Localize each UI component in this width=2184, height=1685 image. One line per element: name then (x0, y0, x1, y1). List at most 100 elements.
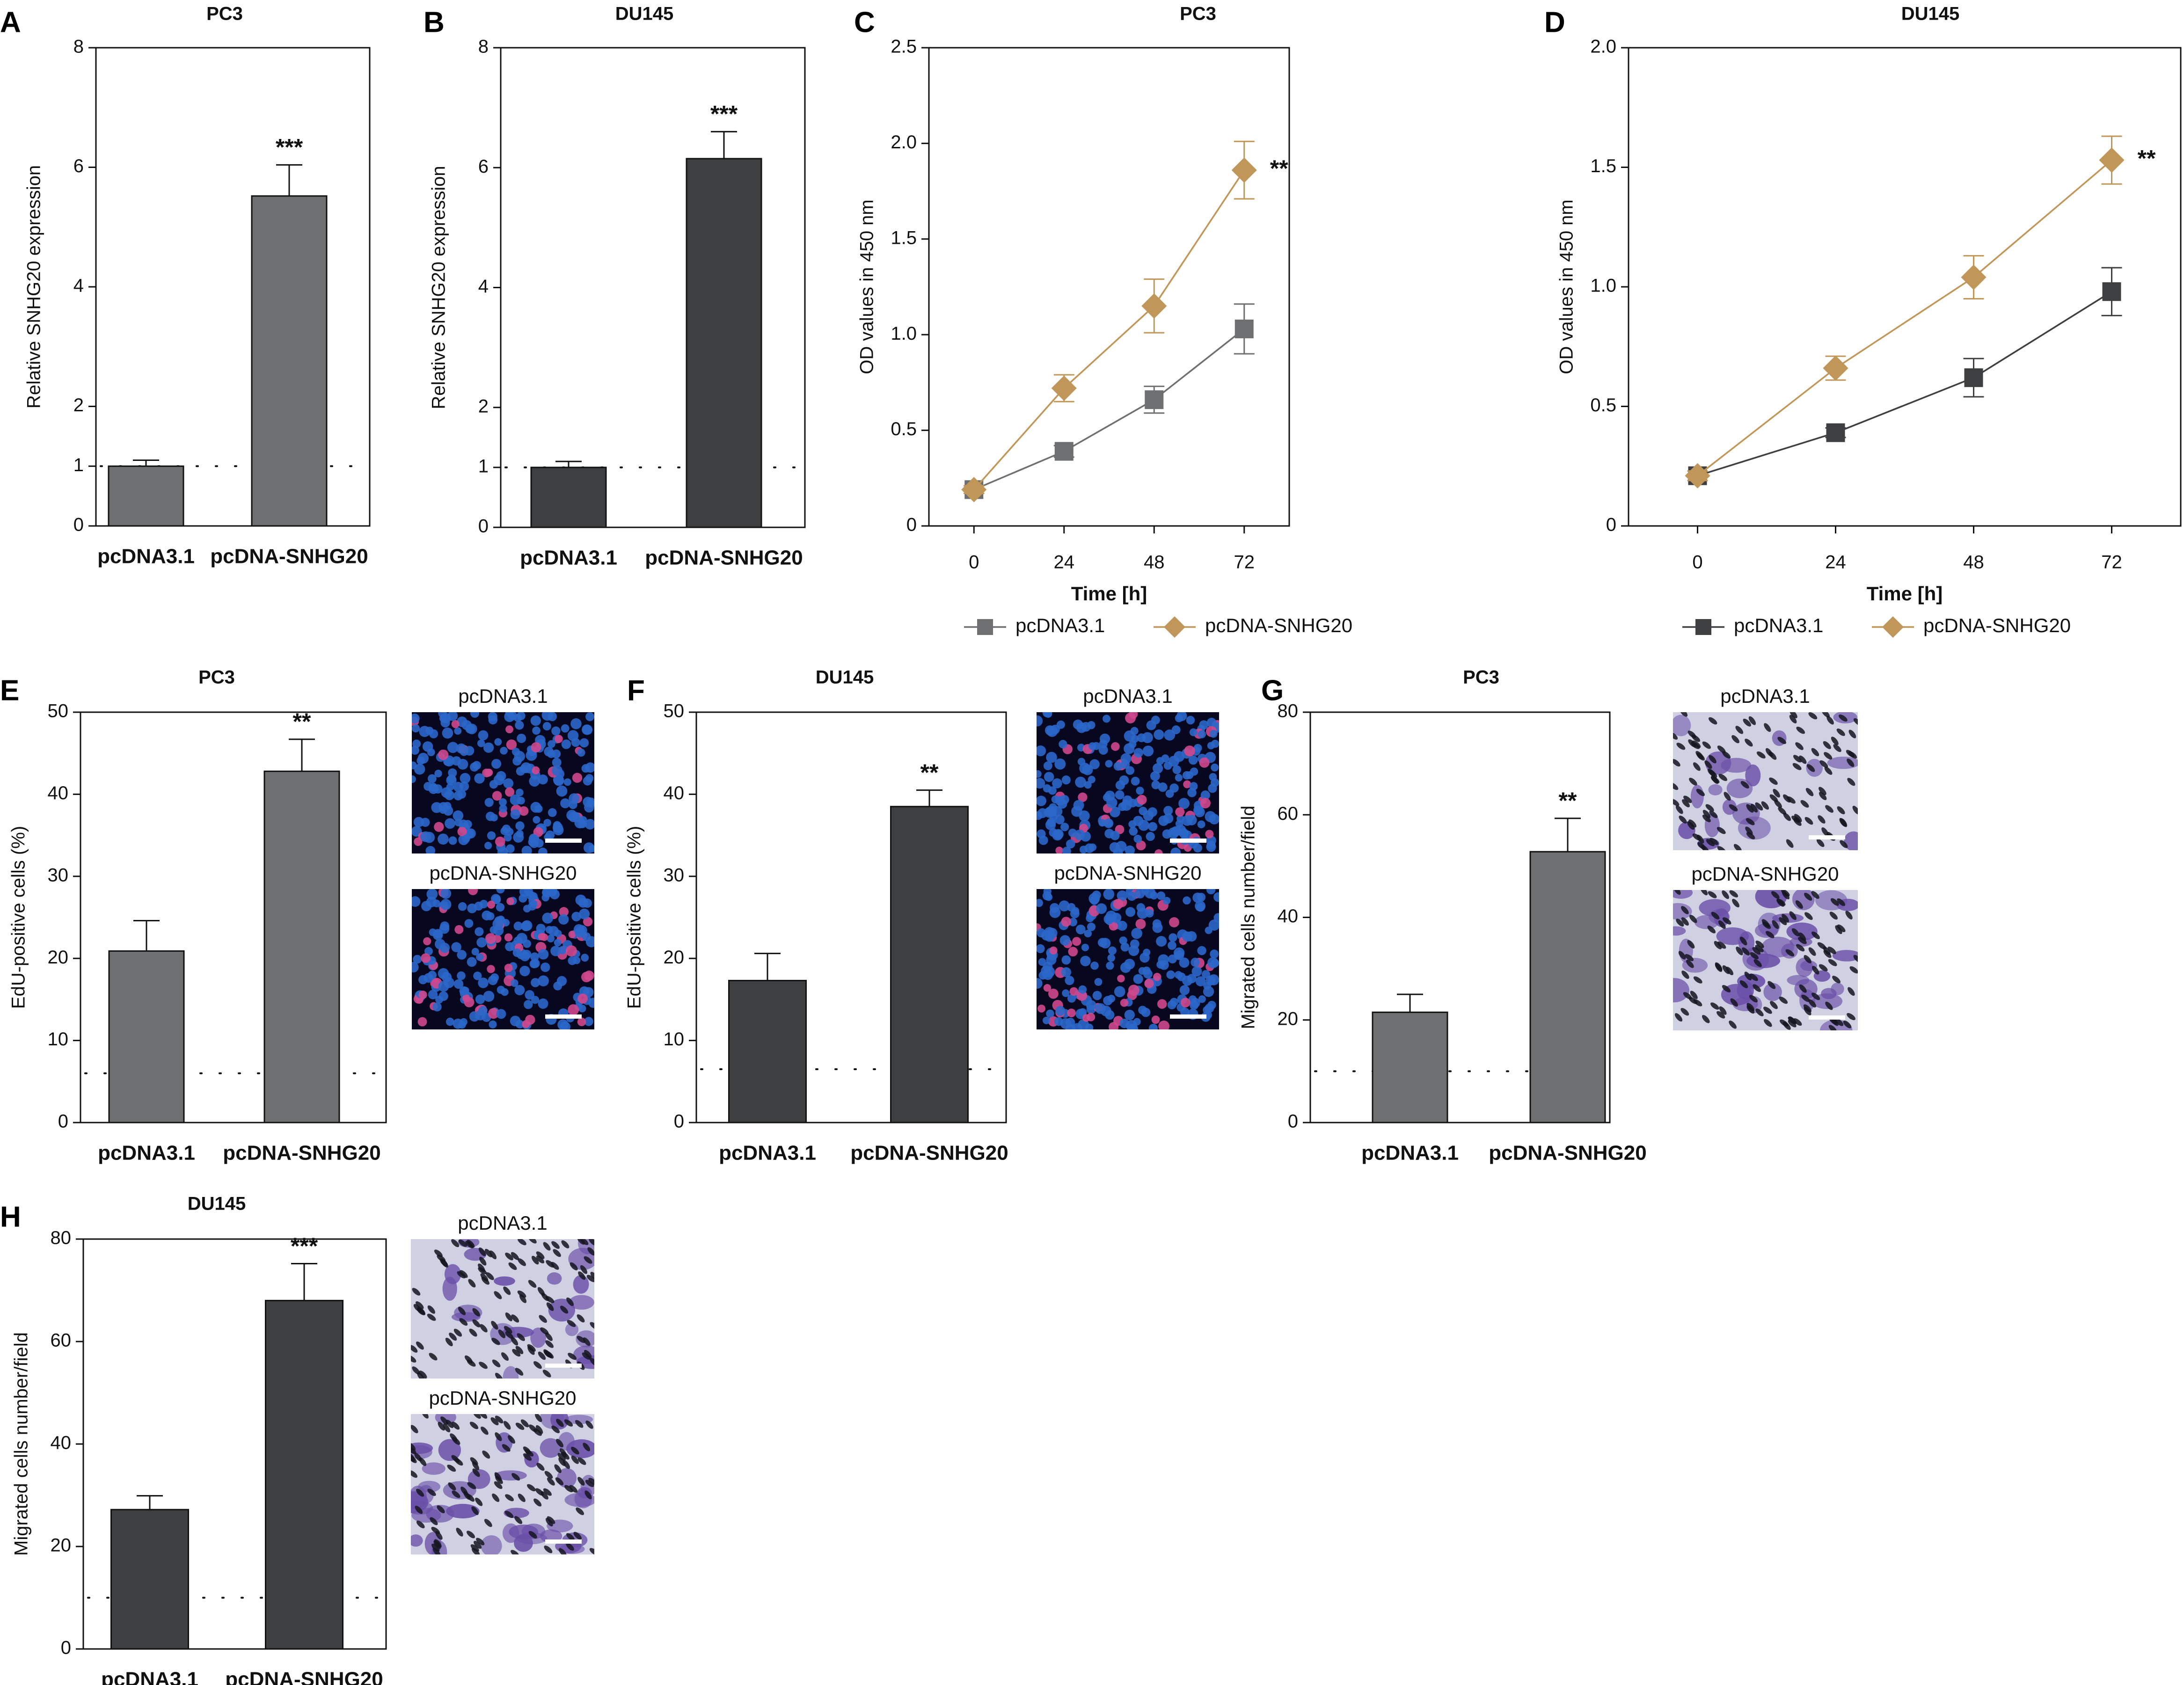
nucleus (1037, 808, 1048, 818)
series-line (973, 169, 1245, 490)
membrane-pore (584, 1349, 592, 1358)
membrane-pore (520, 1419, 529, 1428)
nucleus (477, 739, 485, 747)
migrated-cell (1806, 759, 1823, 777)
data-point (2102, 282, 2121, 301)
nucleus (458, 902, 467, 911)
membrane-pore (1687, 730, 1696, 738)
edu-positive-cell (505, 787, 515, 797)
nucleus (1092, 991, 1102, 1000)
micrograph-label: pcDNA-SNHG20 (429, 862, 577, 884)
membrane-pore (1801, 994, 1810, 1002)
membrane-pore (1683, 992, 1692, 999)
membrane-pore (469, 1328, 477, 1337)
nucleus (524, 1000, 533, 1009)
membrane-pore (472, 1468, 480, 1477)
membrane-pore (566, 1543, 574, 1551)
membrane-pore (511, 1252, 519, 1260)
membrane-pore (1745, 738, 1753, 747)
membrane-pore (547, 1516, 555, 1524)
edu-positive-cell (541, 934, 548, 941)
nucleus (1048, 786, 1057, 795)
membrane-pore (527, 1484, 536, 1492)
scale-bar (1809, 835, 1845, 839)
membrane-pore (449, 1332, 457, 1341)
membrane-pore (1828, 959, 1837, 966)
bar-pcdna3-1 (108, 950, 185, 1123)
membrane-pore (1673, 732, 1678, 740)
nucleus (1168, 941, 1176, 950)
scale-bar (1809, 1015, 1845, 1020)
y-tick-label: 50 (664, 701, 685, 722)
membrane-pore (1837, 898, 1846, 906)
nucleus (483, 742, 494, 753)
membrane-pore (1711, 912, 1720, 919)
bar-pcdna-snhg20 (890, 806, 969, 1123)
nucleus (476, 953, 484, 961)
membrane-pore (439, 1258, 448, 1267)
membrane-pore (556, 1438, 563, 1448)
nucleus (588, 998, 594, 1008)
membrane-pore (566, 1533, 575, 1541)
nucleus (1075, 776, 1086, 788)
membrane-pore (471, 1506, 479, 1515)
nucleus (1055, 796, 1065, 806)
membrane-pore (1750, 803, 1758, 813)
nucleus (543, 819, 551, 827)
membrane-pore (472, 1461, 480, 1470)
nucleus (556, 976, 567, 986)
membrane-pore (427, 1305, 435, 1314)
membrane-pore (511, 1337, 519, 1346)
chart-title: PC3 (1180, 4, 1216, 24)
nucleus (584, 1017, 593, 1026)
edu-positive-cell (1078, 792, 1088, 802)
membrane-pore (1804, 892, 1812, 901)
migrated-cell (494, 1276, 515, 1286)
membrane-pore (453, 1328, 462, 1337)
nucleus (514, 985, 525, 996)
y-tick-label: 2 (73, 395, 84, 416)
membrane-pore (1777, 737, 1786, 744)
y-tick-label: 4 (73, 276, 84, 296)
plot-frame (95, 47, 371, 527)
membrane-pore (558, 1548, 567, 1554)
migrated-cell (1832, 950, 1858, 962)
membrane-pore (517, 1333, 525, 1341)
panel-e: E PC3 0 10 20 30 40 50 EdU-positive cells (%) pcD… (0, 667, 594, 1165)
edu-positive-cell (423, 937, 431, 946)
nucleus (512, 948, 521, 957)
nucleus (521, 920, 533, 931)
membrane-pore (545, 1296, 555, 1303)
nucleus (427, 748, 435, 757)
membrane-pore (1708, 717, 1717, 725)
y-tick-label: 30 (48, 865, 69, 885)
nucleus (1120, 753, 1132, 764)
migrated-cell (1737, 980, 1754, 1000)
nucleus (1094, 978, 1103, 986)
bar-pcdna3-1 (728, 980, 807, 1123)
membrane-pore (1821, 827, 1829, 836)
membrane-pore (416, 1520, 425, 1529)
membrane-pore (1799, 984, 1807, 993)
nucleus (515, 721, 524, 730)
nucleus (1096, 903, 1107, 914)
membrane-pore (589, 1548, 594, 1554)
nucleus (440, 718, 450, 728)
nucleus (1190, 998, 1200, 1008)
y-tick-label: 1.5 (1590, 156, 1616, 176)
nucleus (522, 949, 532, 959)
nucleus (547, 934, 555, 943)
membrane-pore (531, 1255, 539, 1265)
nucleus (1067, 994, 1076, 1003)
membrane-pore (1676, 743, 1686, 750)
membrane-pore (1773, 788, 1780, 798)
nucleus (1073, 719, 1083, 730)
nucleus (1128, 799, 1137, 808)
nucleus (1143, 948, 1151, 956)
nucleus (1195, 976, 1206, 986)
nucleus (499, 804, 507, 813)
nucleus (412, 724, 420, 733)
y-tick-label: 60 (51, 1330, 72, 1351)
migrated-cell (502, 1523, 519, 1543)
nucleus (489, 1020, 497, 1029)
